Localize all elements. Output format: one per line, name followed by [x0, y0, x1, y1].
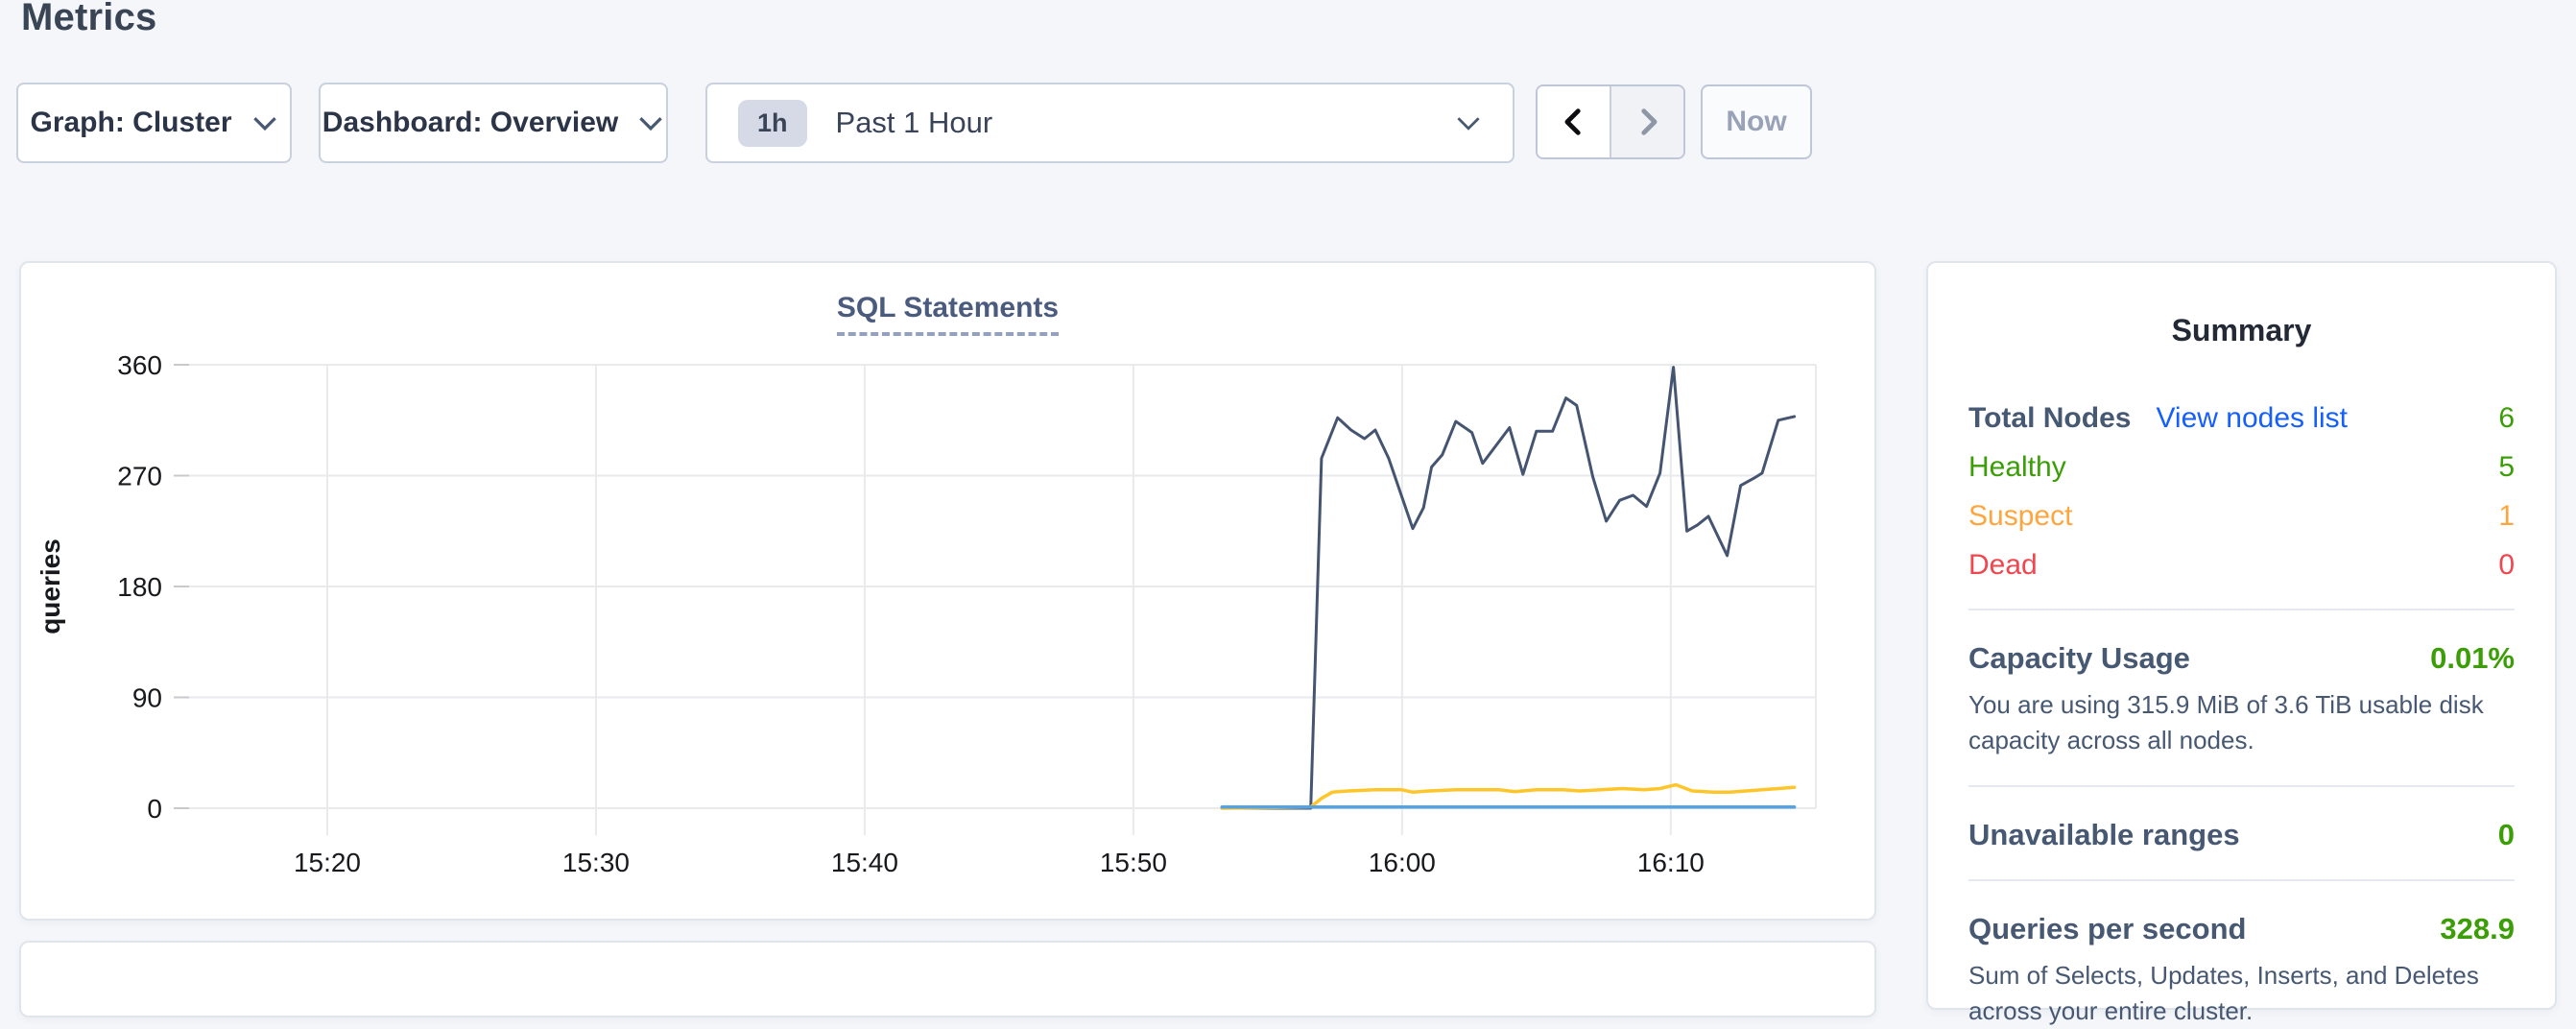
sql-statements-chart: 0 90 180 270 360 15:20 15:30 15:40 15:50 16:00 16:… — [36, 350, 1817, 877]
healthy-value: 5 — [2498, 451, 2515, 483]
capacity-usage-value: 0.01% — [2430, 641, 2515, 675]
time-range-dropdown[interactable]: 1h Past 1 Hour — [705, 83, 1515, 163]
dead-label: Dead — [1968, 549, 2038, 581]
capacity-usage-section: Capacity Usage 0.01% You are using 315.9… — [1968, 641, 2515, 758]
chevron-right-icon — [1640, 108, 1657, 135]
next-chart-card — [19, 941, 1876, 1017]
chevron-down-icon — [252, 116, 276, 131]
chevron-left-icon — [1564, 108, 1581, 135]
svg-text:360: 360 — [117, 350, 162, 380]
next-time-button[interactable] — [1610, 86, 1683, 157]
queries-per-second-label: Queries per second — [1968, 911, 2247, 945]
queries-per-second-description: Sum of Selects, Updates, Inserts, and De… — [1968, 960, 2479, 1025]
graph-selector-label: Graph: Cluster — [30, 107, 232, 138]
unavailable-ranges-section: Unavailable ranges 0 — [1968, 818, 2515, 852]
capacity-usage-label: Capacity Usage — [1968, 641, 2190, 675]
graph-selector-dropdown[interactable]: Graph: Cluster — [16, 83, 292, 163]
svg-text:15:40: 15:40 — [831, 848, 898, 877]
total-nodes-row: Total Nodes View nodes list 6 — [1968, 402, 2515, 435]
divider — [1968, 878, 2515, 881]
svg-text:queries: queries — [36, 538, 65, 634]
svg-text:0: 0 — [147, 794, 162, 824]
svg-text:15:20: 15:20 — [294, 848, 361, 877]
nodes-block: Total Nodes View nodes list 6 Healthy 5 … — [1968, 402, 2515, 582]
prev-time-button[interactable] — [1538, 86, 1610, 157]
svg-text:16:00: 16:00 — [1369, 848, 1436, 877]
time-pager — [1536, 84, 1685, 159]
unavailable-ranges-label: Unavailable ranges — [1968, 817, 2240, 851]
queries-per-second-section: Queries per second 328.9 Sum of Selects,… — [1968, 912, 2515, 1029]
svg-text:180: 180 — [117, 572, 162, 602]
suspect-label: Suspect — [1968, 500, 2073, 532]
summary-panel: Summary Total Nodes View nodes list 6 He… — [1926, 261, 2557, 1025]
svg-text:15:30: 15:30 — [562, 848, 630, 877]
divider — [1968, 609, 2515, 610]
page-title: Metrics — [21, 0, 157, 38]
unavailable-ranges-value: 0 — [2497, 817, 2515, 851]
summary-title: Summary — [2171, 313, 2312, 347]
view-nodes-list-link[interactable]: View nodes list — [2156, 402, 2349, 434]
time-range-label: Past 1 Hour — [835, 106, 993, 139]
queries-per-second-value: 328.9 — [2440, 911, 2515, 945]
total-nodes-value: 6 — [2498, 402, 2515, 434]
dashboard-selector-label: Dashboard: Overview — [322, 107, 619, 138]
chart-title[interactable]: SQL Statements — [836, 292, 1060, 336]
metrics-page: Metrics Graph: Cluster Dashboard: Overvi… — [16, 0, 2557, 1025]
svg-text:270: 270 — [117, 462, 162, 491]
total-nodes-label: Total Nodes — [1968, 402, 2132, 434]
dashboard-selector-dropdown[interactable]: Dashboard: Overview — [319, 83, 668, 163]
chart-title-row: SQL Statements — [21, 292, 1874, 336]
chevron-down-icon — [1457, 116, 1480, 131]
suspect-value: 1 — [2498, 500, 2515, 532]
dead-value: 0 — [2498, 549, 2515, 581]
divider — [1968, 784, 2515, 787]
capacity-usage-description: You are using 315.9 MiB of 3.6 TiB usabl… — [1968, 690, 2484, 754]
summary-body: Total Nodes View nodes list 6 Healthy 5 … — [1928, 402, 2555, 1029]
healthy-label: Healthy — [1968, 451, 2066, 483]
sql-statements-card: 0 90 180 270 360 15:20 15:30 15:40 15:50 16:00 16:… — [19, 261, 1876, 921]
svg-text:90: 90 — [132, 683, 162, 713]
svg-text:16:10: 16:10 — [1637, 848, 1705, 877]
time-range-badge: 1h — [738, 99, 807, 147]
suspect-nodes-row: Suspect 1 — [1968, 500, 2515, 533]
chevron-down-icon — [639, 116, 662, 131]
svg-text:15:50: 15:50 — [1100, 848, 1167, 877]
healthy-nodes-row: Healthy 5 — [1968, 451, 2515, 484]
dead-nodes-row: Dead 0 — [1968, 549, 2515, 582]
now-button[interactable]: Now — [1701, 84, 1812, 159]
